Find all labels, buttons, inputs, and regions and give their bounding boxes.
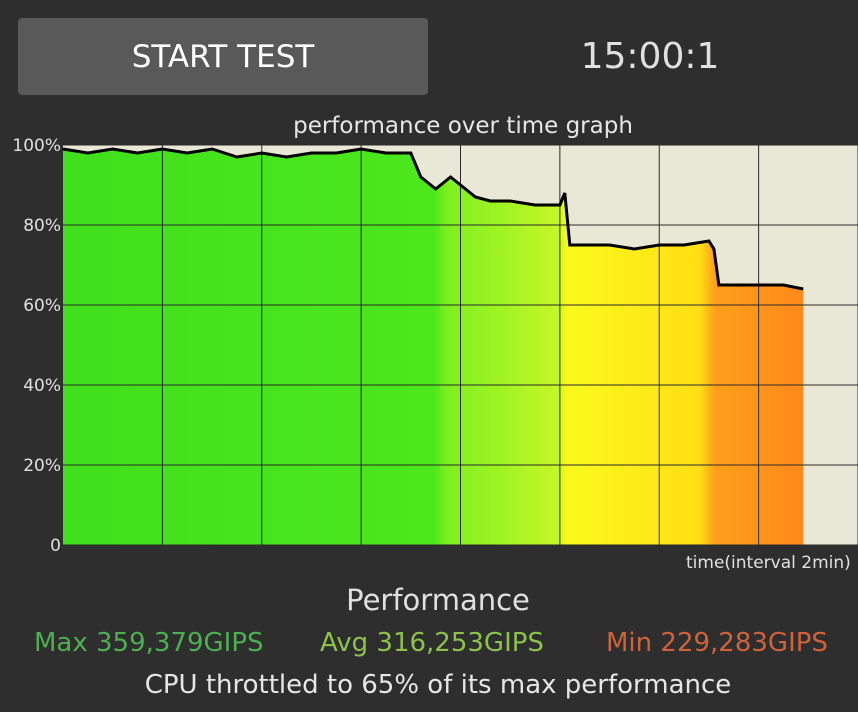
avg-performance: Avg 316,253GIPS xyxy=(320,628,544,658)
performance-label: Performance xyxy=(346,583,530,617)
y-tick-label: 40% xyxy=(23,376,61,396)
throttle-message: CPU throttled to 65% of its max performa… xyxy=(144,670,732,700)
start-test-button[interactable]: START TEST xyxy=(18,18,428,95)
y-tick-label: 60% xyxy=(23,296,61,316)
performance-line xyxy=(62,147,804,291)
y-tick-label: 20% xyxy=(23,456,61,476)
performance-area xyxy=(63,149,804,545)
performance-chart: 0 20% 40% 60% 80% 100% time(interval 2min) xyxy=(12,136,858,573)
y-tick-label: 0 xyxy=(50,536,61,556)
min-performance: Min 229,283GIPS xyxy=(606,628,828,658)
graph-title: performance over time graph xyxy=(293,113,633,139)
y-tick-label: 100% xyxy=(12,136,61,156)
y-tick-label: 80% xyxy=(23,216,61,236)
y-axis-ticks: 0 20% 40% 60% 80% 100% xyxy=(12,136,61,556)
grid-lines xyxy=(63,144,858,546)
x-axis-label: time(interval 2min) xyxy=(686,553,851,573)
timer-display: 15:00:1 xyxy=(580,36,720,77)
max-performance: Max 359,379GIPS xyxy=(34,628,264,658)
